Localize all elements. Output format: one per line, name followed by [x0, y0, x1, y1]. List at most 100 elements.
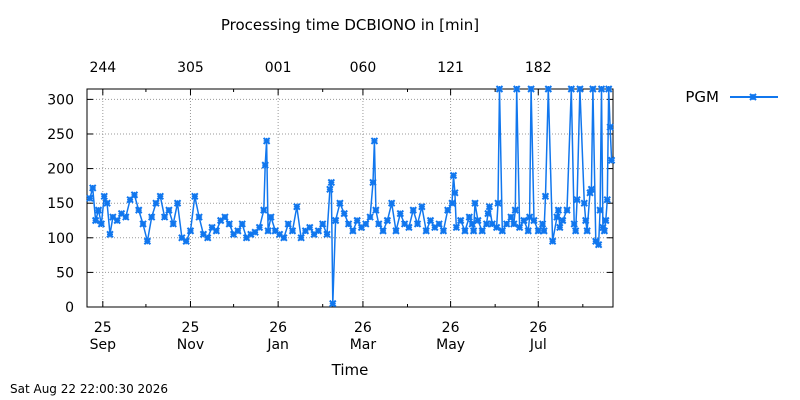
- data-point: [94, 206, 103, 214]
- series-line-layer: [89, 88, 613, 305]
- data-point: [510, 220, 518, 228]
- data-point: [326, 185, 334, 194]
- y-tick-label: 250: [47, 127, 74, 143]
- data-point: [540, 227, 548, 235]
- data-point: [318, 220, 327, 228]
- data-point: [439, 227, 448, 235]
- data-point: [603, 196, 611, 204]
- data-point: [494, 199, 502, 207]
- data-point: [465, 213, 473, 221]
- data-point: [372, 206, 380, 214]
- data-point: [186, 227, 195, 235]
- data-point: [527, 85, 535, 93]
- data-point: [331, 216, 340, 225]
- data-point: [160, 213, 169, 221]
- data-point: [191, 192, 199, 200]
- data-point: [570, 220, 578, 228]
- data-point: [530, 216, 538, 225]
- y-tick-label: 100: [47, 231, 74, 247]
- data-point: [444, 206, 452, 214]
- data-point: [353, 216, 361, 225]
- data-point: [147, 213, 156, 221]
- data-point: [507, 213, 515, 221]
- x-tick-label-day: 25: [94, 320, 112, 336]
- series-marker-layer: [86, 85, 616, 308]
- data-point: [130, 191, 139, 199]
- series-line-pgm: [89, 88, 613, 305]
- data-point: [122, 213, 130, 221]
- data-point: [580, 199, 588, 207]
- data-point: [600, 227, 609, 235]
- x-tick-label-day: 25: [182, 320, 200, 336]
- data-point: [306, 223, 314, 232]
- x-tick-label-day: 26: [529, 320, 547, 336]
- data-point: [413, 220, 422, 228]
- data-point: [502, 220, 511, 228]
- data-point: [558, 216, 567, 225]
- data-point: [452, 223, 461, 232]
- data-point: [594, 241, 603, 249]
- data-point: [485, 202, 494, 211]
- data-point: [468, 220, 476, 228]
- data-point: [409, 206, 417, 214]
- x-tick-label-month: May: [436, 337, 465, 353]
- data-point: [563, 206, 571, 214]
- data-point: [606, 123, 614, 131]
- data-point: [204, 234, 212, 242]
- data-point: [392, 227, 400, 235]
- data-point: [135, 206, 143, 214]
- data-point: [426, 216, 435, 225]
- data-point: [323, 230, 331, 239]
- data-point: [451, 189, 459, 197]
- data-point: [221, 213, 229, 221]
- data-point: [422, 227, 430, 235]
- data-point: [576, 85, 584, 93]
- data-point: [541, 192, 550, 200]
- data-point: [495, 85, 504, 93]
- data-point: [435, 220, 443, 228]
- data-point: [261, 161, 269, 169]
- data-point: [139, 220, 147, 228]
- data-point: [548, 237, 557, 245]
- data-point: [293, 202, 301, 211]
- data-point: [113, 216, 121, 225]
- data-point: [234, 227, 242, 235]
- data-point: [383, 216, 392, 225]
- x-top-tick-label: 244: [89, 60, 116, 76]
- y-tick-label: 300: [47, 92, 74, 108]
- data-point: [284, 220, 292, 228]
- data-point: [556, 223, 564, 232]
- data-point: [554, 206, 563, 214]
- data-point: [238, 220, 246, 228]
- data-point: [267, 213, 275, 221]
- data-point: [91, 216, 100, 225]
- data-point: [602, 216, 610, 225]
- data-point: [449, 171, 458, 180]
- data-point: [344, 220, 353, 228]
- y-tick-label: 0: [65, 300, 74, 316]
- data-point: [100, 192, 108, 200]
- data-point: [544, 85, 553, 93]
- data-point: [169, 220, 177, 228]
- data-point: [448, 199, 456, 207]
- x-tick-label-month: Sep: [90, 337, 117, 353]
- data-point: [520, 216, 528, 225]
- data-point: [369, 178, 377, 187]
- x-tick-label-month: Nov: [177, 337, 204, 353]
- data-point: [484, 209, 492, 218]
- data-point: [515, 223, 524, 232]
- data-point: [329, 299, 337, 308]
- data-point: [396, 209, 405, 218]
- data-point: [513, 85, 521, 93]
- legend-label-pgm: PGM: [685, 88, 719, 106]
- data-point: [387, 199, 396, 207]
- data-point: [195, 213, 203, 221]
- data-point: [581, 216, 590, 225]
- data-point: [103, 199, 111, 207]
- x-tick-label-day: 26: [354, 320, 372, 336]
- data-point: [260, 206, 268, 214]
- data-point: [482, 220, 491, 228]
- data-point: [288, 227, 297, 235]
- data-point: [86, 194, 94, 203]
- data-point: [604, 85, 613, 93]
